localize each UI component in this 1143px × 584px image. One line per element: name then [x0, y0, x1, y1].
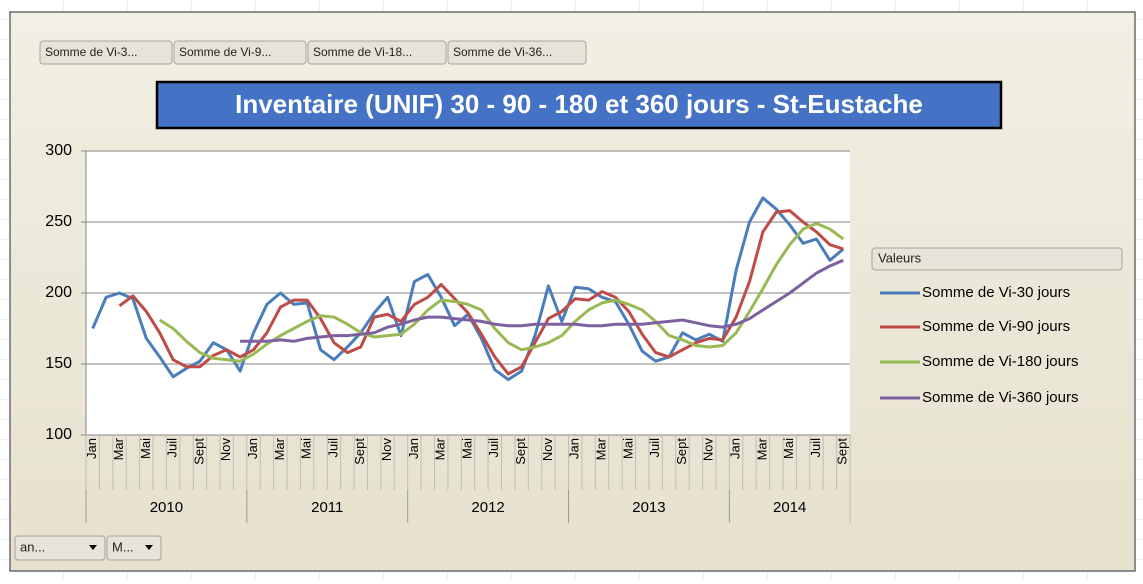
x-tick-label: Nov	[379, 438, 394, 462]
legend-label: Somme de Vi-180 jours	[922, 353, 1078, 370]
x-tick-label: Jan	[245, 438, 260, 459]
group-label: 2010	[150, 499, 183, 516]
chart-title: Inventaire (UNIF) 30 - 90 - 180 et 360 j…	[235, 89, 923, 119]
x-tick-label: Jan	[84, 438, 99, 459]
x-tick-label: Mai	[299, 438, 314, 459]
field-button-label[interactable]: Somme de Vi-3...	[45, 45, 137, 59]
x-tick-label: Juil	[325, 438, 340, 458]
x-tick-label: Nov	[218, 438, 233, 462]
x-tick-label: Sept	[674, 438, 689, 465]
x-tick-label: Juil	[486, 438, 501, 458]
dropdown-arrow[interactable]	[145, 545, 153, 550]
filter-button[interactable]	[14, 535, 106, 561]
legend-label: Somme de Vi-90 jours	[922, 318, 1070, 335]
legend-label: Somme de Vi-360 jours	[922, 389, 1078, 406]
field-button[interactable]	[307, 40, 447, 65]
series-line	[118, 209, 844, 376]
x-tick-label: Jan	[728, 438, 743, 459]
group-label: 2012	[471, 499, 504, 516]
x-tick-label: Mar	[272, 437, 287, 460]
x-tick-label: Nov	[540, 438, 555, 462]
dropdown-arrow[interactable]	[89, 545, 97, 550]
group-label: 2013	[632, 499, 665, 516]
field-button[interactable]	[39, 40, 173, 65]
filter-button[interactable]	[106, 535, 162, 561]
x-tick-label: Sept	[191, 438, 206, 465]
x-tick-label: Nov	[701, 438, 716, 462]
group-label: 2014	[773, 499, 806, 516]
x-tick-label: Mai	[781, 438, 796, 459]
x-tick-label: Juil	[165, 438, 180, 458]
x-tick-label: Mai	[459, 438, 474, 459]
field-button-label[interactable]: Somme de Vi-9...	[179, 45, 271, 59]
x-tick-label: Jan	[567, 438, 582, 459]
x-tick-label: Mar	[111, 437, 126, 460]
x-tick-label: Mai	[620, 438, 635, 459]
field-button[interactable]	[173, 40, 307, 65]
x-tick-label: Mai	[138, 438, 153, 459]
filter-button-label[interactable]: an...	[20, 539, 45, 554]
legend-title: Valeurs	[878, 250, 922, 265]
x-tick-label: Sept	[513, 438, 528, 465]
x-tick-label: Sept	[835, 438, 850, 465]
x-tick-label: Mar	[593, 437, 608, 460]
series-line	[240, 258, 844, 343]
y-tick-label: 250	[45, 213, 72, 230]
field-button-label[interactable]: Somme de Vi-36...	[453, 45, 552, 59]
filter-button-label[interactable]: M...	[112, 539, 134, 554]
x-tick-label: Sept	[352, 438, 367, 465]
x-tick-label: Juil	[808, 438, 823, 458]
field-button-label[interactable]: Somme de Vi-18...	[313, 45, 412, 59]
y-tick-label: 200	[45, 284, 72, 301]
y-tick-label: 300	[45, 142, 72, 159]
y-tick-label: 100	[45, 426, 72, 443]
x-tick-label: Mar	[433, 437, 448, 460]
group-label: 2011	[311, 499, 343, 516]
legend-title-box	[871, 247, 1123, 271]
legend-label: Somme de Vi-30 jours	[922, 284, 1070, 301]
x-tick-label: Juil	[647, 438, 662, 458]
field-button[interactable]	[447, 40, 587, 65]
y-tick-label: 150	[45, 355, 72, 372]
title-box	[155, 80, 1003, 130]
x-tick-label: Mar	[754, 437, 769, 460]
x-tick-label: Jan	[406, 438, 421, 459]
